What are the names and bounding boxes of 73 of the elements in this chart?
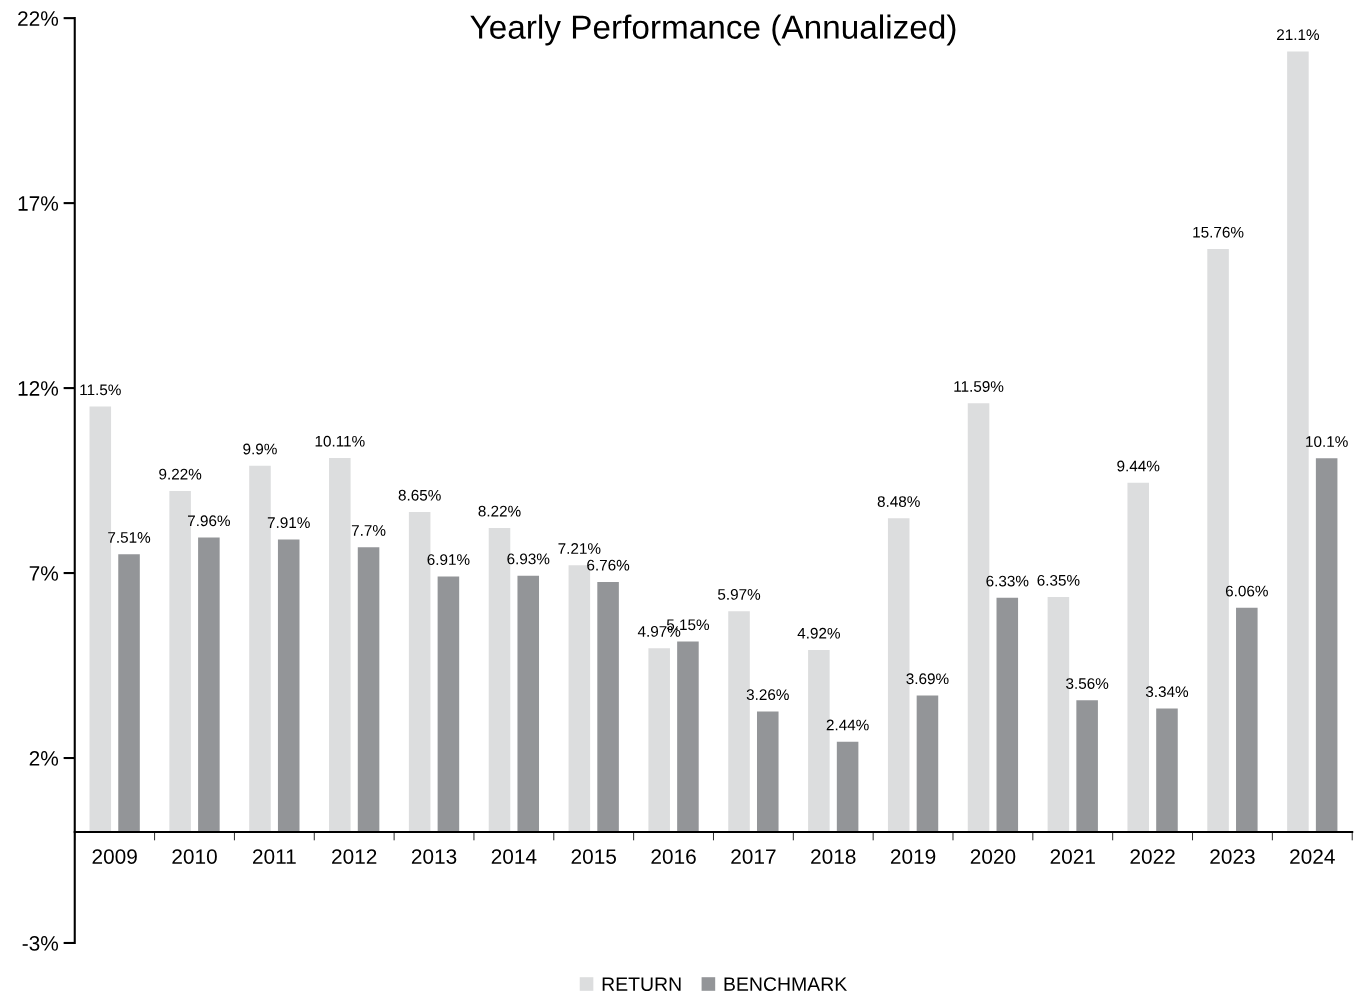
data-label: 9.9% xyxy=(243,443,277,455)
data-label: 10.11% xyxy=(315,435,365,447)
bar xyxy=(329,458,351,832)
data-label: 7.21% xyxy=(558,543,601,554)
x-tick-label: 2019 xyxy=(890,849,936,864)
x-tick-label: 2011 xyxy=(252,849,296,864)
legend-label: BENCHMARK xyxy=(724,977,847,991)
data-label: 7.7% xyxy=(351,525,386,536)
data-label: 9.44% xyxy=(1117,460,1160,472)
bar xyxy=(916,695,939,832)
bar xyxy=(517,575,540,832)
chart-title: Yearly Performance (Annualized) xyxy=(470,14,956,46)
x-tick-label: 2021 xyxy=(1050,849,1095,864)
data-label: 9.22% xyxy=(159,468,202,480)
data-label: 6.76% xyxy=(587,559,630,571)
bar xyxy=(118,554,140,832)
data-label: 2.44% xyxy=(826,719,869,731)
data-label: 5.97% xyxy=(717,588,761,600)
data-label: 3.56% xyxy=(1066,678,1109,689)
x-tick-label: 2017 xyxy=(731,849,776,864)
data-label: 6.91% xyxy=(427,554,470,566)
bar xyxy=(648,648,670,832)
bar xyxy=(677,641,699,832)
x-tick-label: 2010 xyxy=(172,849,217,864)
data-label: 3.69% xyxy=(906,673,949,685)
data-label: 6.06% xyxy=(1225,585,1268,597)
data-label: 7.51% xyxy=(108,532,151,543)
bar xyxy=(597,581,619,832)
y-tick-label: 12% xyxy=(18,381,59,396)
data-label: 8.65% xyxy=(398,489,441,501)
bar xyxy=(357,547,380,832)
data-label: 8.48% xyxy=(877,496,920,507)
data-label: 11.59% xyxy=(954,381,1004,392)
legend-label: RETURN xyxy=(602,977,681,991)
x-tick-label: 2014 xyxy=(491,849,537,864)
bar xyxy=(277,539,300,832)
bar xyxy=(198,537,220,832)
data-label: 10.1% xyxy=(1306,436,1348,448)
data-label: 21.1% xyxy=(1277,29,1320,41)
bar xyxy=(1156,708,1178,832)
y-tick-label: 17% xyxy=(18,196,59,211)
y-tick-label: -3% xyxy=(22,935,59,951)
data-label: 6.33% xyxy=(986,575,1029,587)
bar xyxy=(1315,458,1338,832)
bar xyxy=(836,741,859,832)
x-tick-label: 2018 xyxy=(811,849,856,864)
data-label: 4.92% xyxy=(797,627,840,639)
x-tick-label: 2022 xyxy=(1130,849,1175,864)
data-label: 6.93% xyxy=(507,553,550,565)
data-label: 3.34% xyxy=(1145,686,1189,698)
x-tick-label: 2013 xyxy=(411,849,457,864)
data-label: 7.91% xyxy=(267,517,310,529)
x-tick-label: 2009 xyxy=(92,849,137,864)
data-label: 8.22% xyxy=(478,505,521,517)
y-tick-label: 22% xyxy=(18,11,59,26)
bar xyxy=(1236,607,1258,832)
bar xyxy=(1076,700,1098,832)
data-label: 3.26% xyxy=(746,689,789,701)
bar xyxy=(996,597,1019,832)
data-label: 11.5% xyxy=(80,384,121,396)
bar xyxy=(756,711,779,832)
data-label: 7.96% xyxy=(188,515,230,527)
x-tick-label: 2015 xyxy=(571,849,617,864)
x-tick-label: 2024 xyxy=(1290,849,1335,864)
data-label: 6.35% xyxy=(1037,574,1080,586)
y-tick-label: 7% xyxy=(29,566,59,581)
x-tick-label: 2012 xyxy=(332,849,377,864)
data-label: 15.76% xyxy=(1193,226,1244,238)
x-tick-label: 2016 xyxy=(651,849,696,864)
y-tick-label: 2% xyxy=(29,751,59,766)
x-tick-label: 2023 xyxy=(1210,849,1255,864)
bar xyxy=(437,576,460,832)
x-tick-label: 2020 xyxy=(970,849,1016,864)
